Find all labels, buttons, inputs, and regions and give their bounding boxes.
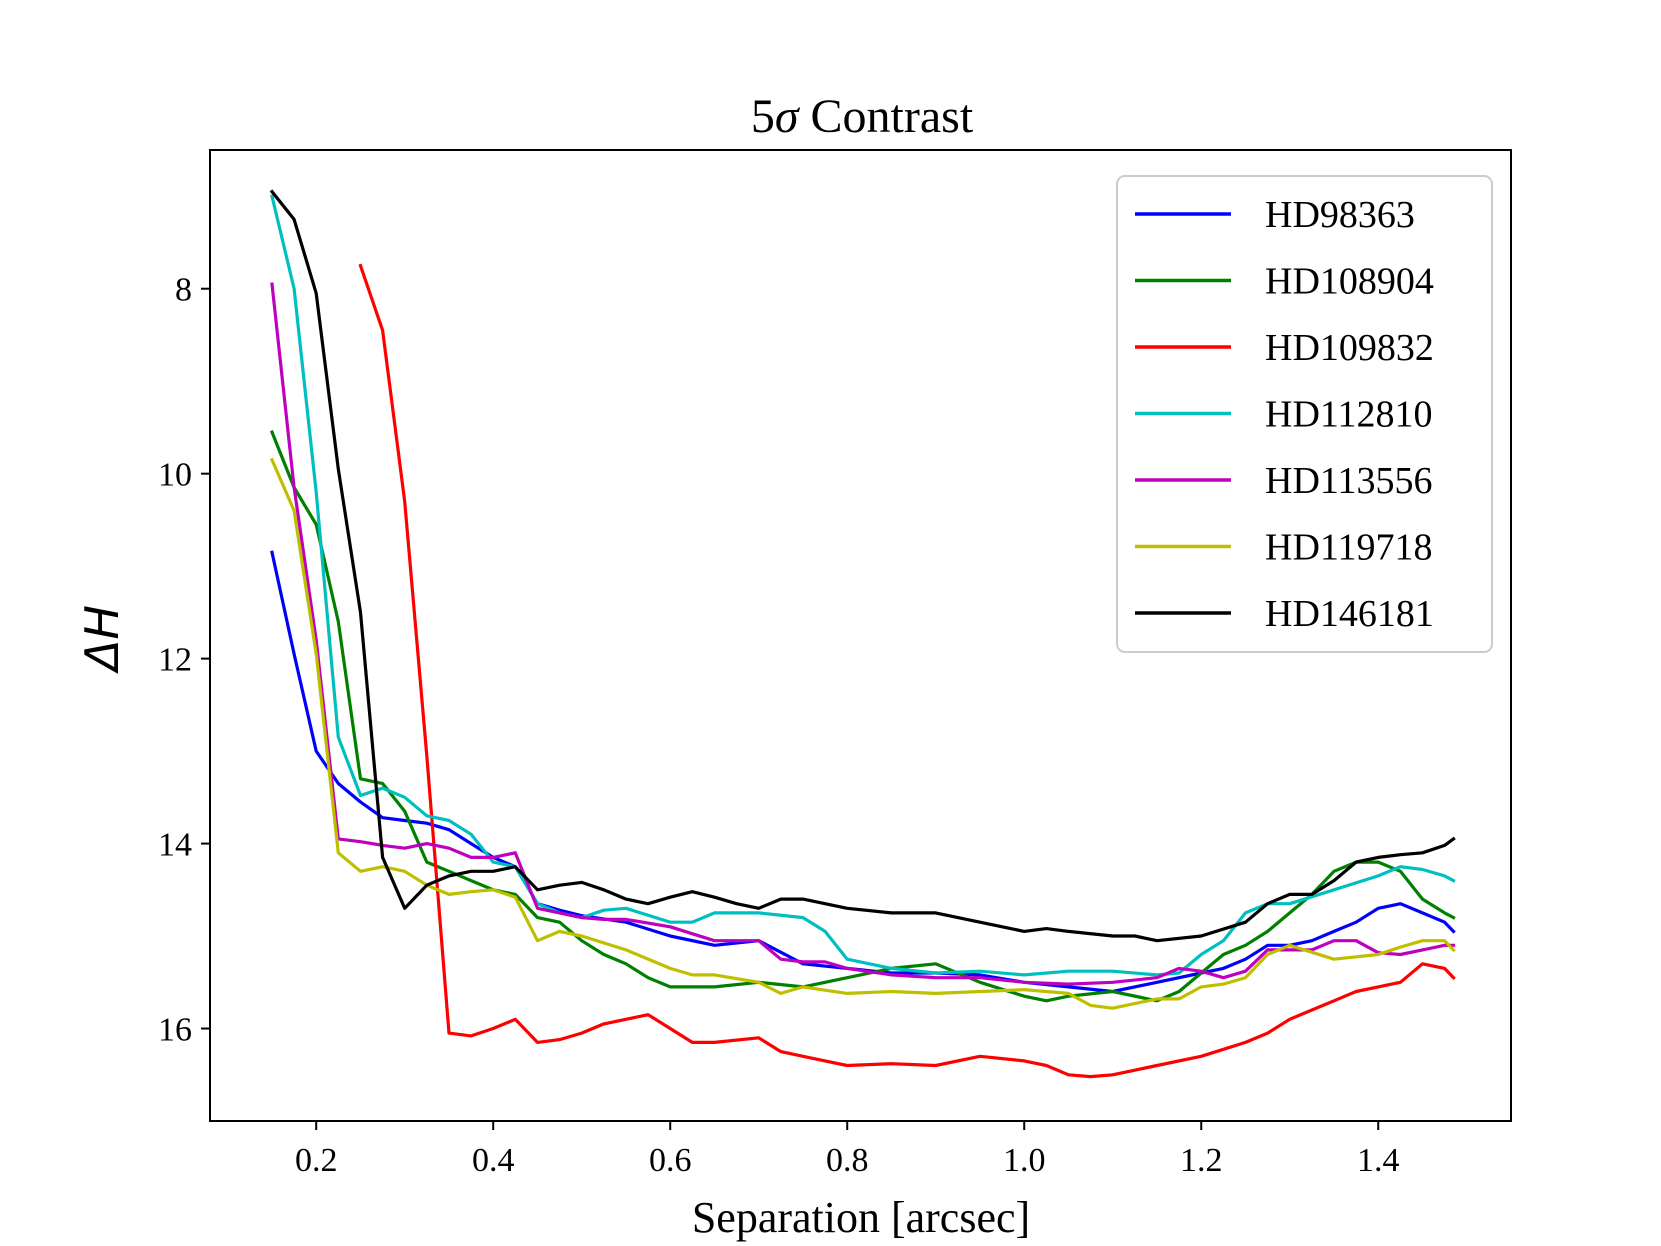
x-tick-label: 1.4 — [1357, 1142, 1400, 1179]
chart-title-suffix: Contrast — [799, 90, 974, 143]
x-tick-label: 0.2 — [295, 1142, 338, 1179]
series-line-hd109832 — [358, 263, 1456, 1079]
y-tick-label: 8 — [175, 272, 192, 309]
legend-label-hd112810: HD112810 — [1265, 394, 1432, 436]
y-tick-label: 10 — [158, 457, 192, 494]
x-tick-label: 1.2 — [1180, 1142, 1223, 1179]
legend-label-hd108904: HD108904 — [1265, 261, 1434, 303]
legend-label-hd146181: HD146181 — [1265, 593, 1434, 635]
x-tick-label: 1.0 — [1003, 1142, 1046, 1179]
plot-layer: 0.2 0.4 0.6 0.8 1.0 1.2 1.4 8 10 12 14 16 HD98363 HD1… — [158, 149, 1512, 1179]
y-tick-label: 12 — [158, 642, 192, 679]
x-tick-label: 0.6 — [649, 1142, 692, 1179]
x-axis-label: Separation [arcsec] — [692, 1193, 1030, 1242]
plot-frame — [209, 149, 1512, 1122]
x-tick-label: 0.4 — [472, 1142, 515, 1179]
legend: HD98363 HD108904 HD109832 HD112810 HD113556 H… — [1116, 175, 1493, 653]
legend-label-hd119718: HD119718 — [1265, 527, 1432, 569]
chart-title: 5σ Contrast — [751, 90, 974, 143]
chart-title-prefix: 5 — [751, 90, 775, 143]
legend-box — [1116, 175, 1493, 653]
legend-label-hd109832: HD109832 — [1265, 327, 1434, 369]
chart-title-sigma: σ — [775, 90, 801, 143]
series-line-hd146181 — [269, 189, 1456, 943]
legend-label-hd98363: HD98363 — [1265, 194, 1415, 236]
legend-label-hd113556: HD113556 — [1265, 460, 1432, 502]
y-tick-label: 16 — [158, 1012, 192, 1049]
x-tick-label: 0.8 — [826, 1142, 869, 1179]
series-group — [269, 189, 1456, 1079]
y-tick-label: 14 — [158, 827, 192, 864]
y-axis-label: ΔH — [75, 605, 129, 674]
